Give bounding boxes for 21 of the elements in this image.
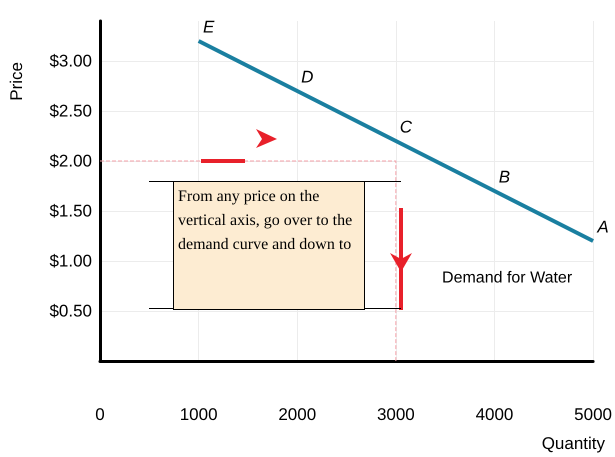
annotation: B [498, 168, 510, 186]
y-tick-label: $2.50 [49, 102, 92, 120]
y-axis-title: Price [7, 62, 26, 101]
annotation: From any price on the vertical axis, go over to the demand curve and down to [173, 181, 365, 310]
y-tick-label: $0.50 [49, 302, 92, 320]
annotation: D [301, 68, 314, 86]
annotation: C [400, 118, 413, 136]
x-axis-title: Quantity [542, 434, 606, 453]
x-tick-label: 3000 [376, 405, 415, 424]
y-tick-label: $2.00 [49, 152, 92, 170]
text: Demand for Water [442, 270, 573, 286]
x-tick-label: 1000 [180, 405, 218, 424]
x-tick-label: 2000 [278, 405, 316, 424]
x-tick-label: 0 [95, 405, 105, 424]
y-tick-label: $1.00 [49, 252, 92, 270]
y-tick-label: $3.00 [49, 52, 92, 70]
y-tick-label: $1.50 [49, 202, 92, 220]
x-tick-label: 5000 [574, 405, 612, 424]
x-tick-label: 4000 [476, 405, 514, 424]
annotation: A [596, 218, 609, 236]
annotation: E [202, 18, 215, 36]
